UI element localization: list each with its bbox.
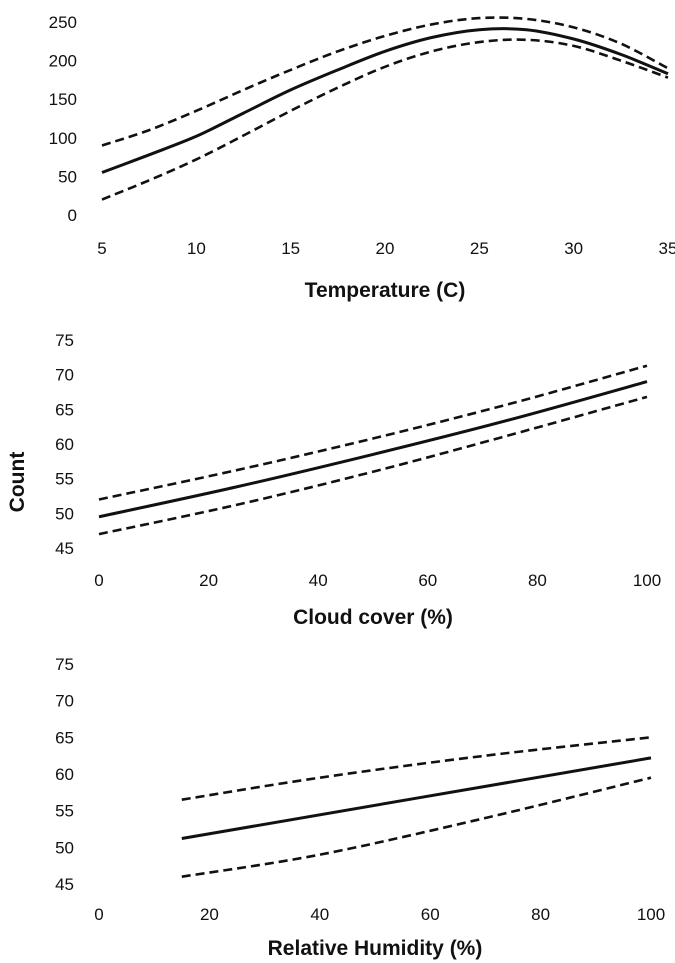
x-axis-title: Relative Humidity (%) bbox=[268, 937, 483, 960]
y-tick-label: 50 bbox=[55, 838, 74, 857]
x-tick-label: 10 bbox=[187, 239, 206, 258]
x-tick-label: 40 bbox=[310, 905, 329, 924]
y-tick-label: 100 bbox=[49, 129, 77, 148]
fit-line bbox=[101, 27, 669, 174]
x-tick-label: 25 bbox=[470, 239, 489, 258]
x-tick-label: 80 bbox=[528, 571, 547, 590]
fit-line bbox=[98, 380, 648, 519]
y-tick-label: 70 bbox=[55, 366, 74, 385]
relative-humidity-panel: 45 50 55 60 65 70 75 0 20 40 60 80 100 Relative Humid… bbox=[55, 655, 665, 960]
x-tick-label: 15 bbox=[281, 239, 300, 258]
x-tick-label: 60 bbox=[418, 571, 437, 590]
x-tick-label: 80 bbox=[531, 905, 550, 924]
y-tick-label: 50 bbox=[55, 504, 74, 523]
y-tick-label: 75 bbox=[55, 655, 74, 674]
x-tick-label: 20 bbox=[200, 905, 219, 924]
x-tick-label: 30 bbox=[564, 239, 583, 258]
x-tick-label: 20 bbox=[199, 571, 218, 590]
upper-ci-line bbox=[181, 736, 652, 801]
y-tick-label: 50 bbox=[58, 167, 77, 186]
x-tick-label: 0 bbox=[94, 905, 103, 924]
x-tick-label: 20 bbox=[376, 239, 395, 258]
y-tick-label: 150 bbox=[49, 90, 77, 109]
x-axis-title: Temperature (C) bbox=[305, 279, 466, 302]
y-tick-label: 200 bbox=[49, 52, 77, 71]
x-tick-label: 60 bbox=[421, 905, 440, 924]
upper-ci-line bbox=[98, 364, 648, 501]
y-tick-label: 0 bbox=[68, 206, 77, 225]
x-tick-label: 0 bbox=[94, 571, 103, 590]
y-tick-label: 70 bbox=[55, 692, 74, 711]
x-tick-label: 40 bbox=[309, 571, 328, 590]
x-tick-label: 5 bbox=[97, 239, 106, 258]
lower-ci-line bbox=[181, 776, 652, 878]
upper-ci-line bbox=[101, 16, 669, 147]
shared-y-axis-label: Count bbox=[6, 452, 29, 513]
x-axis-title: Cloud cover (%) bbox=[293, 606, 453, 629]
fit-line bbox=[181, 756, 652, 840]
y-tick-label: 45 bbox=[55, 539, 74, 558]
y-tick-label: 45 bbox=[55, 875, 74, 894]
lower-ci-line bbox=[98, 395, 648, 536]
y-tick-label: 60 bbox=[55, 765, 74, 784]
y-tick-label: 60 bbox=[55, 435, 74, 454]
y-tick-label: 65 bbox=[55, 400, 74, 419]
cloud-cover-panel: 45 50 55 60 65 70 75 0 20 40 60 80 100 Cloud cover (%… bbox=[55, 331, 661, 629]
lower-ci-line bbox=[101, 38, 669, 201]
temperature-panel: 0 50 100 150 200 250 5 10 15 20 25 30 35 Temperature … bbox=[49, 13, 675, 302]
y-tick-label: 65 bbox=[55, 728, 74, 747]
y-tick-label: 250 bbox=[49, 13, 77, 32]
y-tick-label: 55 bbox=[55, 470, 74, 489]
y-tick-label: 55 bbox=[55, 802, 74, 821]
y-tick-label: 75 bbox=[55, 331, 74, 350]
x-tick-label: 35 bbox=[659, 239, 675, 258]
x-tick-label: 100 bbox=[637, 905, 665, 924]
x-tick-label: 100 bbox=[633, 571, 661, 590]
